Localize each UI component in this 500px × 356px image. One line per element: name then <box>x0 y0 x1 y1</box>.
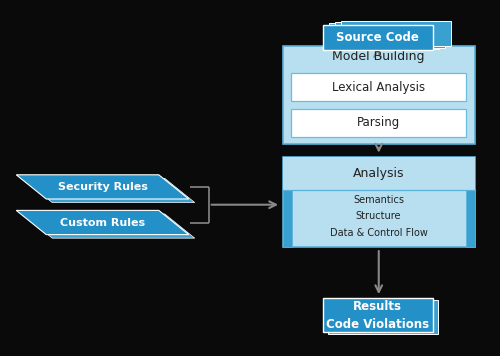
FancyBboxPatch shape <box>322 298 432 332</box>
Text: Semantics
Structure
Data & Control Flow: Semantics Structure Data & Control Flow <box>330 195 428 238</box>
FancyBboxPatch shape <box>328 300 438 334</box>
FancyBboxPatch shape <box>282 46 475 144</box>
FancyBboxPatch shape <box>322 25 432 50</box>
Text: Results
Code Violations: Results Code Violations <box>326 299 429 331</box>
FancyBboxPatch shape <box>282 157 475 247</box>
Text: Custom Rules: Custom Rules <box>60 218 145 227</box>
FancyBboxPatch shape <box>466 190 475 247</box>
Text: Source Code: Source Code <box>336 31 419 44</box>
Polygon shape <box>16 210 188 235</box>
FancyBboxPatch shape <box>282 157 475 190</box>
FancyBboxPatch shape <box>282 190 292 247</box>
Polygon shape <box>22 214 194 238</box>
Text: Analysis: Analysis <box>353 167 405 180</box>
FancyBboxPatch shape <box>291 109 466 137</box>
Text: Model Building: Model Building <box>332 51 425 63</box>
FancyBboxPatch shape <box>328 23 438 49</box>
Text: Lexical Analysis: Lexical Analysis <box>332 81 425 94</box>
FancyBboxPatch shape <box>334 22 444 48</box>
Polygon shape <box>22 178 194 203</box>
FancyBboxPatch shape <box>340 21 450 46</box>
Text: Parsing: Parsing <box>357 116 400 129</box>
FancyBboxPatch shape <box>291 73 466 101</box>
Polygon shape <box>16 175 188 199</box>
Text: Security Rules: Security Rules <box>58 182 148 192</box>
